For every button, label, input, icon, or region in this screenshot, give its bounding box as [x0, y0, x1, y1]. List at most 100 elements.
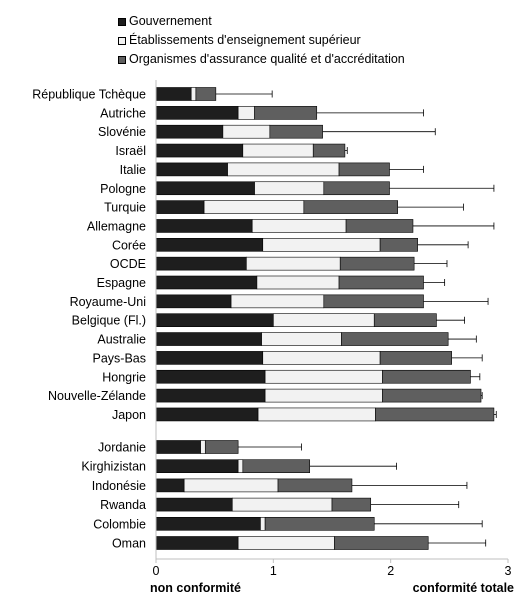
bar-segment-gouvernement [155, 87, 192, 101]
bar-segment-organismes [254, 106, 318, 120]
category-label: Jordanie [98, 441, 146, 455]
bar-segment-organismes [338, 275, 424, 290]
bar-segment-organismes [373, 313, 437, 328]
error-bar [374, 520, 483, 528]
bar-segment-organismes [312, 143, 346, 158]
bar-segment-organismes [375, 407, 495, 422]
bar-segment-gouvernement [155, 497, 233, 512]
bar-segment-gouvernement [155, 200, 205, 214]
bar-segment-gouvernement [155, 536, 239, 550]
category-label: République Tchèque [32, 88, 146, 102]
bar-segment-gouvernement [155, 478, 185, 493]
legend: Gouvernement Établissements d'enseigneme… [118, 12, 405, 69]
bar-segment-gouvernement [155, 313, 274, 328]
bar-segment-etablissements [261, 332, 342, 346]
error-bar [370, 501, 460, 509]
error-bar [423, 279, 446, 286]
bar-segment-etablissements [260, 516, 266, 531]
category-label: Australie [97, 333, 146, 347]
legend-swatch-organismes [118, 55, 126, 64]
legend-item-etablissements: Établissements d'enseignement supérieur [118, 31, 405, 50]
error-bar [215, 90, 273, 98]
bar-segment-gouvernement [155, 219, 253, 233]
category-label: Slovénie [98, 125, 146, 139]
error-bar [417, 241, 469, 249]
bar-segment-etablissements [246, 256, 341, 271]
category-label: Corée [112, 238, 146, 252]
bar-segment-gouvernement [155, 106, 239, 120]
bar-segment-organismes [303, 200, 399, 214]
x-tick-label: 3 [505, 564, 512, 578]
bar-segment-gouvernement [155, 459, 239, 474]
x-end-label-left: non conformité [150, 581, 241, 595]
bar-segment-etablissements [230, 294, 325, 309]
bar-segment-etablissements [237, 536, 335, 550]
x-tick-label: 1 [270, 564, 277, 578]
error-bar [428, 539, 487, 547]
bar-segment-gouvernement [155, 351, 264, 365]
legend-label-etablissements: Établissements d'enseignement supérieur [129, 33, 361, 47]
error-bar [238, 443, 302, 451]
category-label: Israël [115, 144, 146, 158]
bar-segment-etablissements [256, 275, 340, 290]
error-bar [451, 354, 483, 362]
bar-segment-organismes [345, 219, 414, 233]
bar-segment-organismes [264, 516, 375, 531]
legend-item-gouvernement: Gouvernement [118, 12, 405, 31]
error-bar [493, 410, 497, 418]
legend-swatch-gouvernement [118, 17, 126, 26]
category-label: Royaume-Uni [70, 295, 146, 309]
bar-segment-organismes [339, 256, 415, 271]
bar-segment-etablissements [222, 124, 271, 139]
bar-segment-gouvernement [155, 162, 228, 177]
legend-item-organismes: Organismes d'assurance qualité et d'accr… [118, 50, 405, 69]
category-label: Italie [120, 163, 146, 177]
bar-segment-etablissements [273, 313, 375, 328]
bar-segment-etablissements [231, 497, 333, 512]
category-label: Hongrie [102, 370, 146, 384]
category-label: Kirghizistan [81, 460, 146, 474]
bar-segment-gouvernement [155, 275, 258, 290]
bar-segment-etablissements [264, 388, 383, 403]
category-label: Nouvelle-Zélande [48, 389, 146, 403]
error-bar [423, 297, 489, 305]
bar-segment-gouvernement [155, 143, 244, 158]
bar-segment-organismes [331, 497, 372, 512]
category-label: Turquie [104, 201, 146, 215]
category-label: Oman [112, 537, 146, 551]
error-bar [344, 147, 348, 155]
bar-segment-etablissements [183, 478, 279, 493]
bar-segment-organismes [242, 459, 311, 474]
legend-label-organismes: Organismes d'assurance qualité et d'accr… [129, 52, 405, 66]
category-label: Belgique (Fl.) [72, 314, 146, 328]
bar-segment-organismes [379, 238, 418, 252]
bar-segment-etablissements [237, 459, 244, 474]
category-labels: République Tchèque Autriche Slovénie Israël… [32, 88, 146, 551]
error-bars-layer [215, 90, 497, 547]
bar-segment-gouvernement [155, 369, 266, 384]
bar-segment-organismes [277, 478, 353, 493]
category-label: Pays-Bas [93, 351, 147, 365]
category-label: Espagne [97, 276, 146, 290]
error-bar [389, 184, 495, 192]
bars-layer [155, 87, 495, 550]
error-bar [397, 203, 464, 211]
bar-segment-etablissements [251, 219, 347, 233]
bar-segment-organismes [382, 388, 482, 403]
bar-segment-etablissements [227, 162, 340, 177]
bar-segment-etablissements [190, 87, 197, 101]
bar-segment-etablissements [262, 238, 381, 252]
bar-segment-gouvernement [155, 294, 232, 309]
bar-segment-organismes [195, 87, 217, 101]
bar-segment-gouvernement [155, 388, 266, 403]
bar-segment-organismes [334, 536, 429, 550]
bar-segment-organismes [382, 369, 471, 384]
category-label: OCDE [110, 257, 146, 271]
error-bar [470, 373, 481, 381]
x-axis: 0 1 2 3 [153, 80, 512, 578]
bar-segment-organismes [269, 124, 323, 139]
bar-segment-gouvernement [155, 516, 261, 531]
category-label: Indonésie [92, 479, 146, 493]
error-bar [481, 392, 483, 400]
